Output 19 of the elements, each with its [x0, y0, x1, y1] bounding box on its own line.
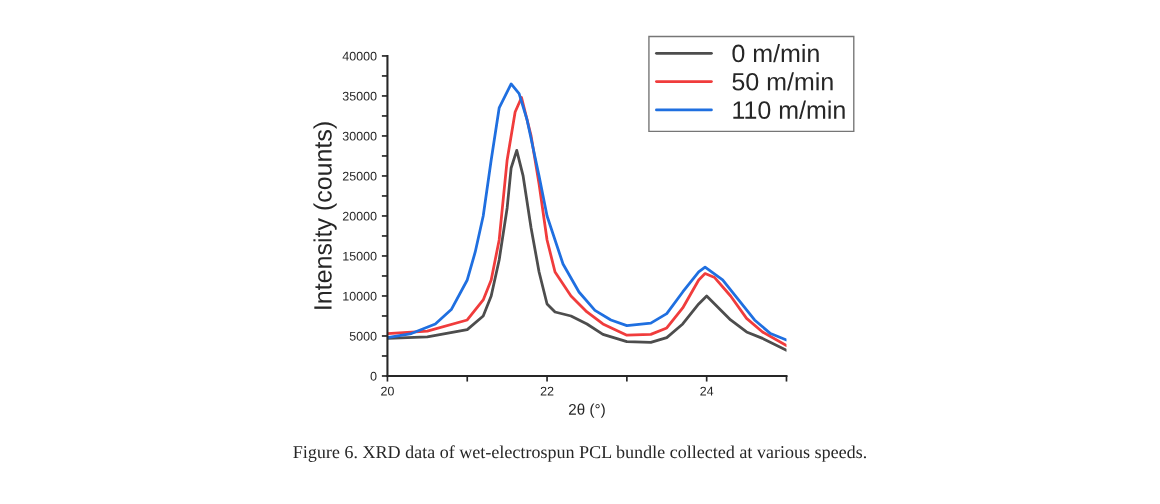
x-tick-label: 24	[700, 386, 714, 396]
line-series	[387, 148, 787, 352]
x-tick-label: 22	[540, 386, 554, 396]
y-tick-label: 35000	[342, 91, 377, 101]
y-tick-label: 25000	[342, 171, 377, 181]
legend-label: 110 m/min	[733, 100, 845, 119]
legend-label: 0 m/min	[732, 43, 819, 63]
legend-label: 50 m/min	[732, 72, 833, 91]
y-tick-label: 10000	[343, 291, 377, 301]
x-tick-label: 20	[381, 386, 394, 396]
caption: Figure 6. XRD data of wet-electrospun PCL bundle collected at various speeds.	[293, 445, 867, 462]
x-axis-title: 2θ (°)	[568, 403, 605, 418]
y-axis-title: Intensity (counts)	[313, 122, 337, 309]
y-tick-label: 40000	[342, 51, 377, 61]
y-tick-label: 0	[370, 371, 377, 381]
y-tick-label: 30000	[342, 131, 377, 141]
y-tick-label: 20000	[342, 211, 377, 221]
y-tick-label: 5000	[349, 331, 377, 341]
y-tick-label: 15000	[343, 251, 377, 261]
